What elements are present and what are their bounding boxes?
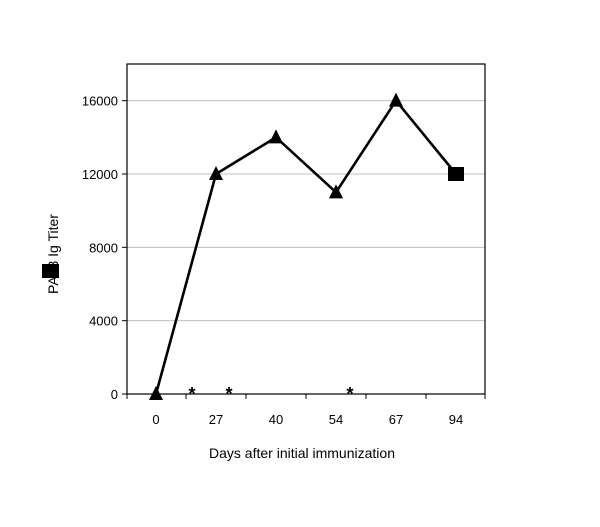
data-point-square (448, 167, 464, 181)
plot-frame (126, 63, 486, 395)
x-axis-label: Days after initial immunization (209, 445, 395, 461)
y-tick-label: 16000 (82, 94, 118, 109)
annotation-asterisk: * (346, 384, 353, 404)
y-tick-label: 12000 (82, 167, 118, 182)
x-tick-label: 67 (389, 412, 403, 427)
series-markers (149, 92, 464, 400)
data-point-triangle (269, 129, 283, 144)
x-tick-label: 54 (329, 412, 343, 427)
y-tick-label: 4000 (89, 314, 118, 329)
x-tick-label: 94 (449, 412, 463, 427)
y-tick-label: 0 (111, 387, 118, 402)
x-tick-label: 27 (209, 412, 223, 427)
data-point-triangle (149, 386, 163, 400)
data-point-triangle (209, 166, 223, 180)
annotation-asterisk: * (225, 384, 232, 404)
data-point-triangle (389, 92, 403, 107)
data-point-triangle (329, 184, 343, 199)
y-tick-label: 8000 (89, 240, 118, 255)
y-axis-label: PA83 Ig Titer (45, 214, 61, 294)
y-axis-label-marker (42, 264, 59, 278)
x-tick-label: 40 (269, 412, 283, 427)
annotation-asterisk: * (188, 384, 195, 404)
series-line (154, 99, 458, 395)
gridlines (127, 100, 485, 322)
y-axis: 0 4000 8000 12000 16000 (82, 94, 127, 402)
annotations: * * * (188, 384, 353, 404)
x-tick-label: 0 (152, 412, 159, 427)
x-axis: 0 27 40 54 67 94 (126, 394, 486, 427)
